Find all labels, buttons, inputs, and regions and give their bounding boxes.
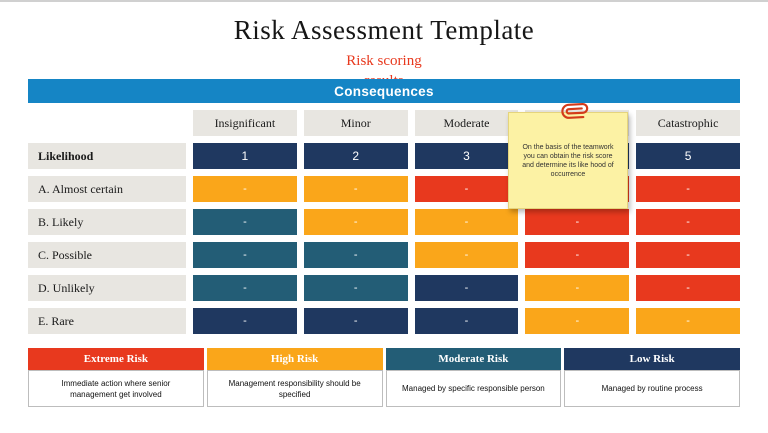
matrix-cell: - — [636, 242, 740, 268]
corner-cell — [28, 110, 186, 136]
row-label: D. Unlikely — [28, 275, 186, 301]
sticky-note: On the basis of the teamwork you can obt… — [508, 103, 628, 209]
matrix-cell: - — [636, 176, 740, 202]
legend-description: Immediate action where senior management… — [28, 370, 204, 407]
score-cell: 3 — [414, 143, 519, 169]
legend-item-high: High Risk Management responsibility shou… — [206, 348, 383, 407]
matrix-cell: - — [525, 209, 630, 235]
matrix-cell: - — [303, 176, 408, 202]
row-label: B. Likely — [28, 209, 186, 235]
matrix-cell: - — [303, 308, 408, 334]
score-cell: 1 — [193, 143, 297, 169]
legend-title: High Risk — [206, 348, 383, 370]
legend-title: Moderate Risk — [385, 348, 562, 370]
matrix-cell: - — [303, 209, 408, 235]
matrix-cell: - — [414, 176, 519, 202]
matrix-cell: - — [193, 209, 297, 235]
matrix-cell: - — [414, 275, 519, 301]
score-cell: 5 — [636, 143, 740, 169]
matrix-cell: - — [525, 308, 630, 334]
matrix-cell: - — [636, 275, 740, 301]
matrix-cell: - — [303, 242, 408, 268]
likelihood-label: Likelihood — [28, 143, 186, 169]
legend-description: Management responsibility should be spec… — [206, 370, 383, 407]
legend-item-extreme: Extreme Risk Immediate action where seni… — [28, 348, 204, 407]
risk-matrix: Consequences Insignificant Minor Moderat… — [28, 79, 740, 334]
risk-legend: Extreme Risk Immediate action where seni… — [28, 348, 740, 407]
column-header: Minor — [303, 110, 408, 136]
matrix-cell: - — [525, 242, 630, 268]
sticky-note-text: On the basis of the teamwork you can obt… — [522, 143, 614, 178]
matrix-cell: - — [636, 209, 740, 235]
matrix-cell: - — [193, 242, 297, 268]
score-cell: 2 — [303, 143, 408, 169]
paperclip-icon — [561, 103, 589, 119]
legend-item-low: Low Risk Managed by routine process — [564, 348, 740, 407]
legend-item-moderate: Moderate Risk Managed by specific respon… — [385, 348, 562, 407]
row-label: E. Rare — [28, 308, 186, 334]
legend-description: Managed by routine process — [564, 370, 740, 407]
consequences-header: Consequences — [28, 79, 740, 103]
matrix-cell: - — [193, 308, 297, 334]
legend-description: Managed by specific responsible person — [385, 370, 562, 407]
legend-title: Extreme Risk — [28, 348, 204, 370]
matrix-cell: - — [636, 308, 740, 334]
matrix-cell: - — [414, 308, 519, 334]
legend-title: Low Risk — [564, 348, 740, 370]
matrix-cell: - — [414, 242, 519, 268]
matrix-cell: - — [525, 275, 630, 301]
matrix-cell: - — [414, 209, 519, 235]
column-header: Catastrophic — [636, 110, 740, 136]
matrix-cell: - — [193, 275, 297, 301]
matrix-cell: - — [303, 275, 408, 301]
column-header: Moderate — [414, 110, 519, 136]
page-title: Risk Assessment Template — [233, 15, 535, 45]
matrix-grid: Insignificant Minor Moderate Catastrophi… — [28, 110, 740, 334]
row-label: A. Almost certain — [28, 176, 186, 202]
consequences-label: Consequences — [334, 83, 434, 99]
column-header: Insignificant — [193, 110, 297, 136]
matrix-cell: - — [193, 176, 297, 202]
row-label: C. Possible — [28, 242, 186, 268]
